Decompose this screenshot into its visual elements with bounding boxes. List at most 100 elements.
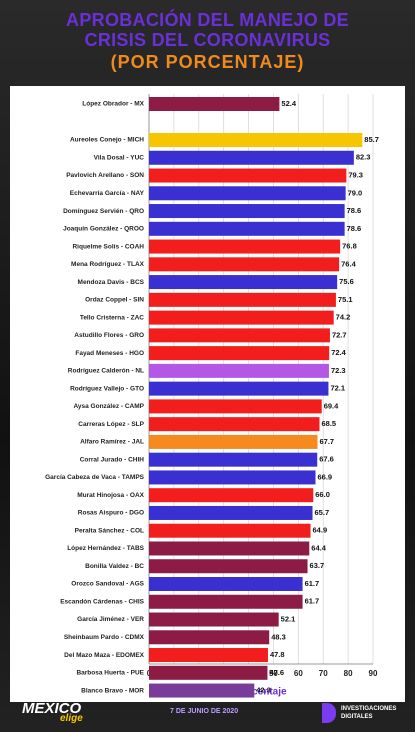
data-label: 72.1: [330, 384, 345, 393]
bar: [149, 363, 329, 378]
bar: [149, 594, 303, 609]
y-tick-label: Ordaz Coppel - SIN: [85, 297, 144, 304]
y-tick-label: López Obrador - MX: [82, 101, 144, 108]
y-tick-label: Rodríguez Calderón - NL: [68, 368, 144, 375]
bar: [149, 239, 341, 254]
data-label: 79.0: [348, 188, 363, 197]
bar: [149, 399, 322, 414]
data-label: 69.4: [324, 401, 339, 410]
data-label: 47.8: [270, 650, 285, 659]
y-tick-label: Rosas Aispuro - DGO: [78, 510, 144, 517]
bar: [149, 577, 303, 591]
brand: INVESTIGACIONES: [341, 706, 397, 712]
y-tick-label: García Jiménez - VER: [77, 616, 144, 623]
data-label: 48.3: [271, 632, 286, 641]
bar: [149, 328, 330, 343]
bar: [149, 488, 314, 503]
y-tick-label: Carreras López - SLP: [78, 421, 144, 428]
logo-tag: elige: [60, 713, 83, 724]
data-label: 61.7: [305, 579, 320, 588]
y-tick-label: Mendoza Davis - BCS: [78, 279, 145, 286]
y-tick-label: Pavlovich Arellano - SON: [66, 172, 144, 179]
y-tick-label: López Hernández - TABS: [67, 545, 144, 552]
bar: [149, 346, 330, 361]
data-label: 52.1: [281, 615, 296, 624]
bar: [149, 168, 347, 183]
bar: [149, 523, 311, 538]
bar: [149, 150, 354, 165]
data-label: 64.4: [311, 543, 326, 552]
bar: [149, 275, 338, 290]
bar: [149, 505, 313, 520]
brand-icon: [322, 703, 336, 723]
data-label: 63.7: [310, 561, 325, 570]
date: 7 DE JUNIO DE 2020: [170, 708, 239, 715]
y-tick-label: Aureoles Conejo - MICH: [70, 137, 144, 144]
y-tick-label: Domínguez Servién - QRO: [63, 208, 144, 215]
y-tick-label: Alfaro Ramírez - JAL: [80, 439, 144, 446]
y-tick-label: Corral Jurado - CHIH: [80, 456, 145, 463]
data-label: 72.4: [331, 348, 346, 357]
data-label: 82.3: [356, 153, 371, 162]
y-tick-label: Astudillo Flores - GRO: [74, 332, 144, 339]
data-label: 66.0: [315, 490, 330, 499]
y-tick-label: Fayad Meneses - HGO: [75, 350, 144, 357]
data-label: 85.7: [364, 135, 379, 144]
data-label: 74.2: [336, 313, 351, 322]
bar: [149, 470, 316, 485]
x-tick-label: 60: [294, 669, 303, 678]
bar: [149, 612, 279, 627]
data-label: 42.3: [256, 686, 271, 695]
logo: MÉXICO: [22, 700, 82, 717]
y-tick-label: Mena Rodríguez - TLAX: [71, 261, 145, 268]
data-label: 76.4: [341, 259, 356, 268]
bar: [149, 417, 320, 432]
data-label: 79.3: [348, 171, 363, 180]
data-label: 47.6: [269, 668, 284, 677]
bar: [149, 541, 310, 556]
bar: [149, 97, 280, 111]
bar: [149, 133, 363, 147]
chart-subtitle: (POR PORCENTAJE): [110, 52, 305, 72]
data-label: 75.6: [339, 277, 354, 286]
bar: [149, 221, 345, 236]
data-label: 78.6: [347, 224, 362, 233]
bar: [149, 381, 329, 396]
bar: [149, 452, 318, 467]
brand: DIGITALES: [341, 714, 373, 720]
bar: [149, 292, 336, 307]
y-tick-label: Orozco Sandoval - AGS: [71, 581, 144, 588]
data-label: 68.5: [321, 419, 336, 428]
data-label: 76.8: [342, 242, 357, 251]
y-tick-label: Tello Cristerna - ZAC: [80, 314, 144, 321]
data-label: 78.6: [347, 206, 362, 215]
data-label: 72.7: [332, 330, 347, 339]
y-tick-label: García Cabeza de Vaca - TAMPS: [45, 474, 145, 481]
data-label: 66.9: [318, 472, 333, 481]
data-label: 64.9: [313, 526, 328, 535]
bar: [149, 204, 345, 219]
data-label: 75.1: [338, 295, 353, 304]
data-label: 52.4: [281, 99, 296, 108]
bar: [149, 186, 346, 201]
bar: [149, 257, 340, 272]
bar: [149, 434, 318, 449]
y-tick-label: Sheinbaum Pardo - CDMX: [64, 634, 145, 641]
x-tick-label: 90: [369, 669, 378, 678]
y-tick-label: Echevarría García - NAY: [70, 190, 145, 197]
x-tick-label: 80: [344, 669, 353, 678]
y-tick-label: Barbosa Huerta - PUE: [76, 670, 144, 677]
y-tick-label: Rodríguez Vallejo - GTO: [70, 385, 144, 392]
x-tick-label: 70: [319, 669, 328, 678]
chart-title: APROBACIÓN DEL MANEJO DE CRISIS DEL CORO…: [66, 10, 349, 50]
bar: [149, 310, 334, 325]
y-tick-label: Riquelme Solís - COAH: [72, 243, 144, 250]
bar: [149, 683, 255, 698]
y-tick-label: Del Mazo Maza - EDOMEX: [64, 652, 144, 659]
bar: [149, 559, 308, 574]
data-label: 67.7: [319, 437, 334, 446]
data-label: 67.6: [319, 455, 334, 464]
data-label: 61.7: [305, 597, 320, 606]
y-tick-label: Aysa González - CAMP: [73, 403, 144, 410]
